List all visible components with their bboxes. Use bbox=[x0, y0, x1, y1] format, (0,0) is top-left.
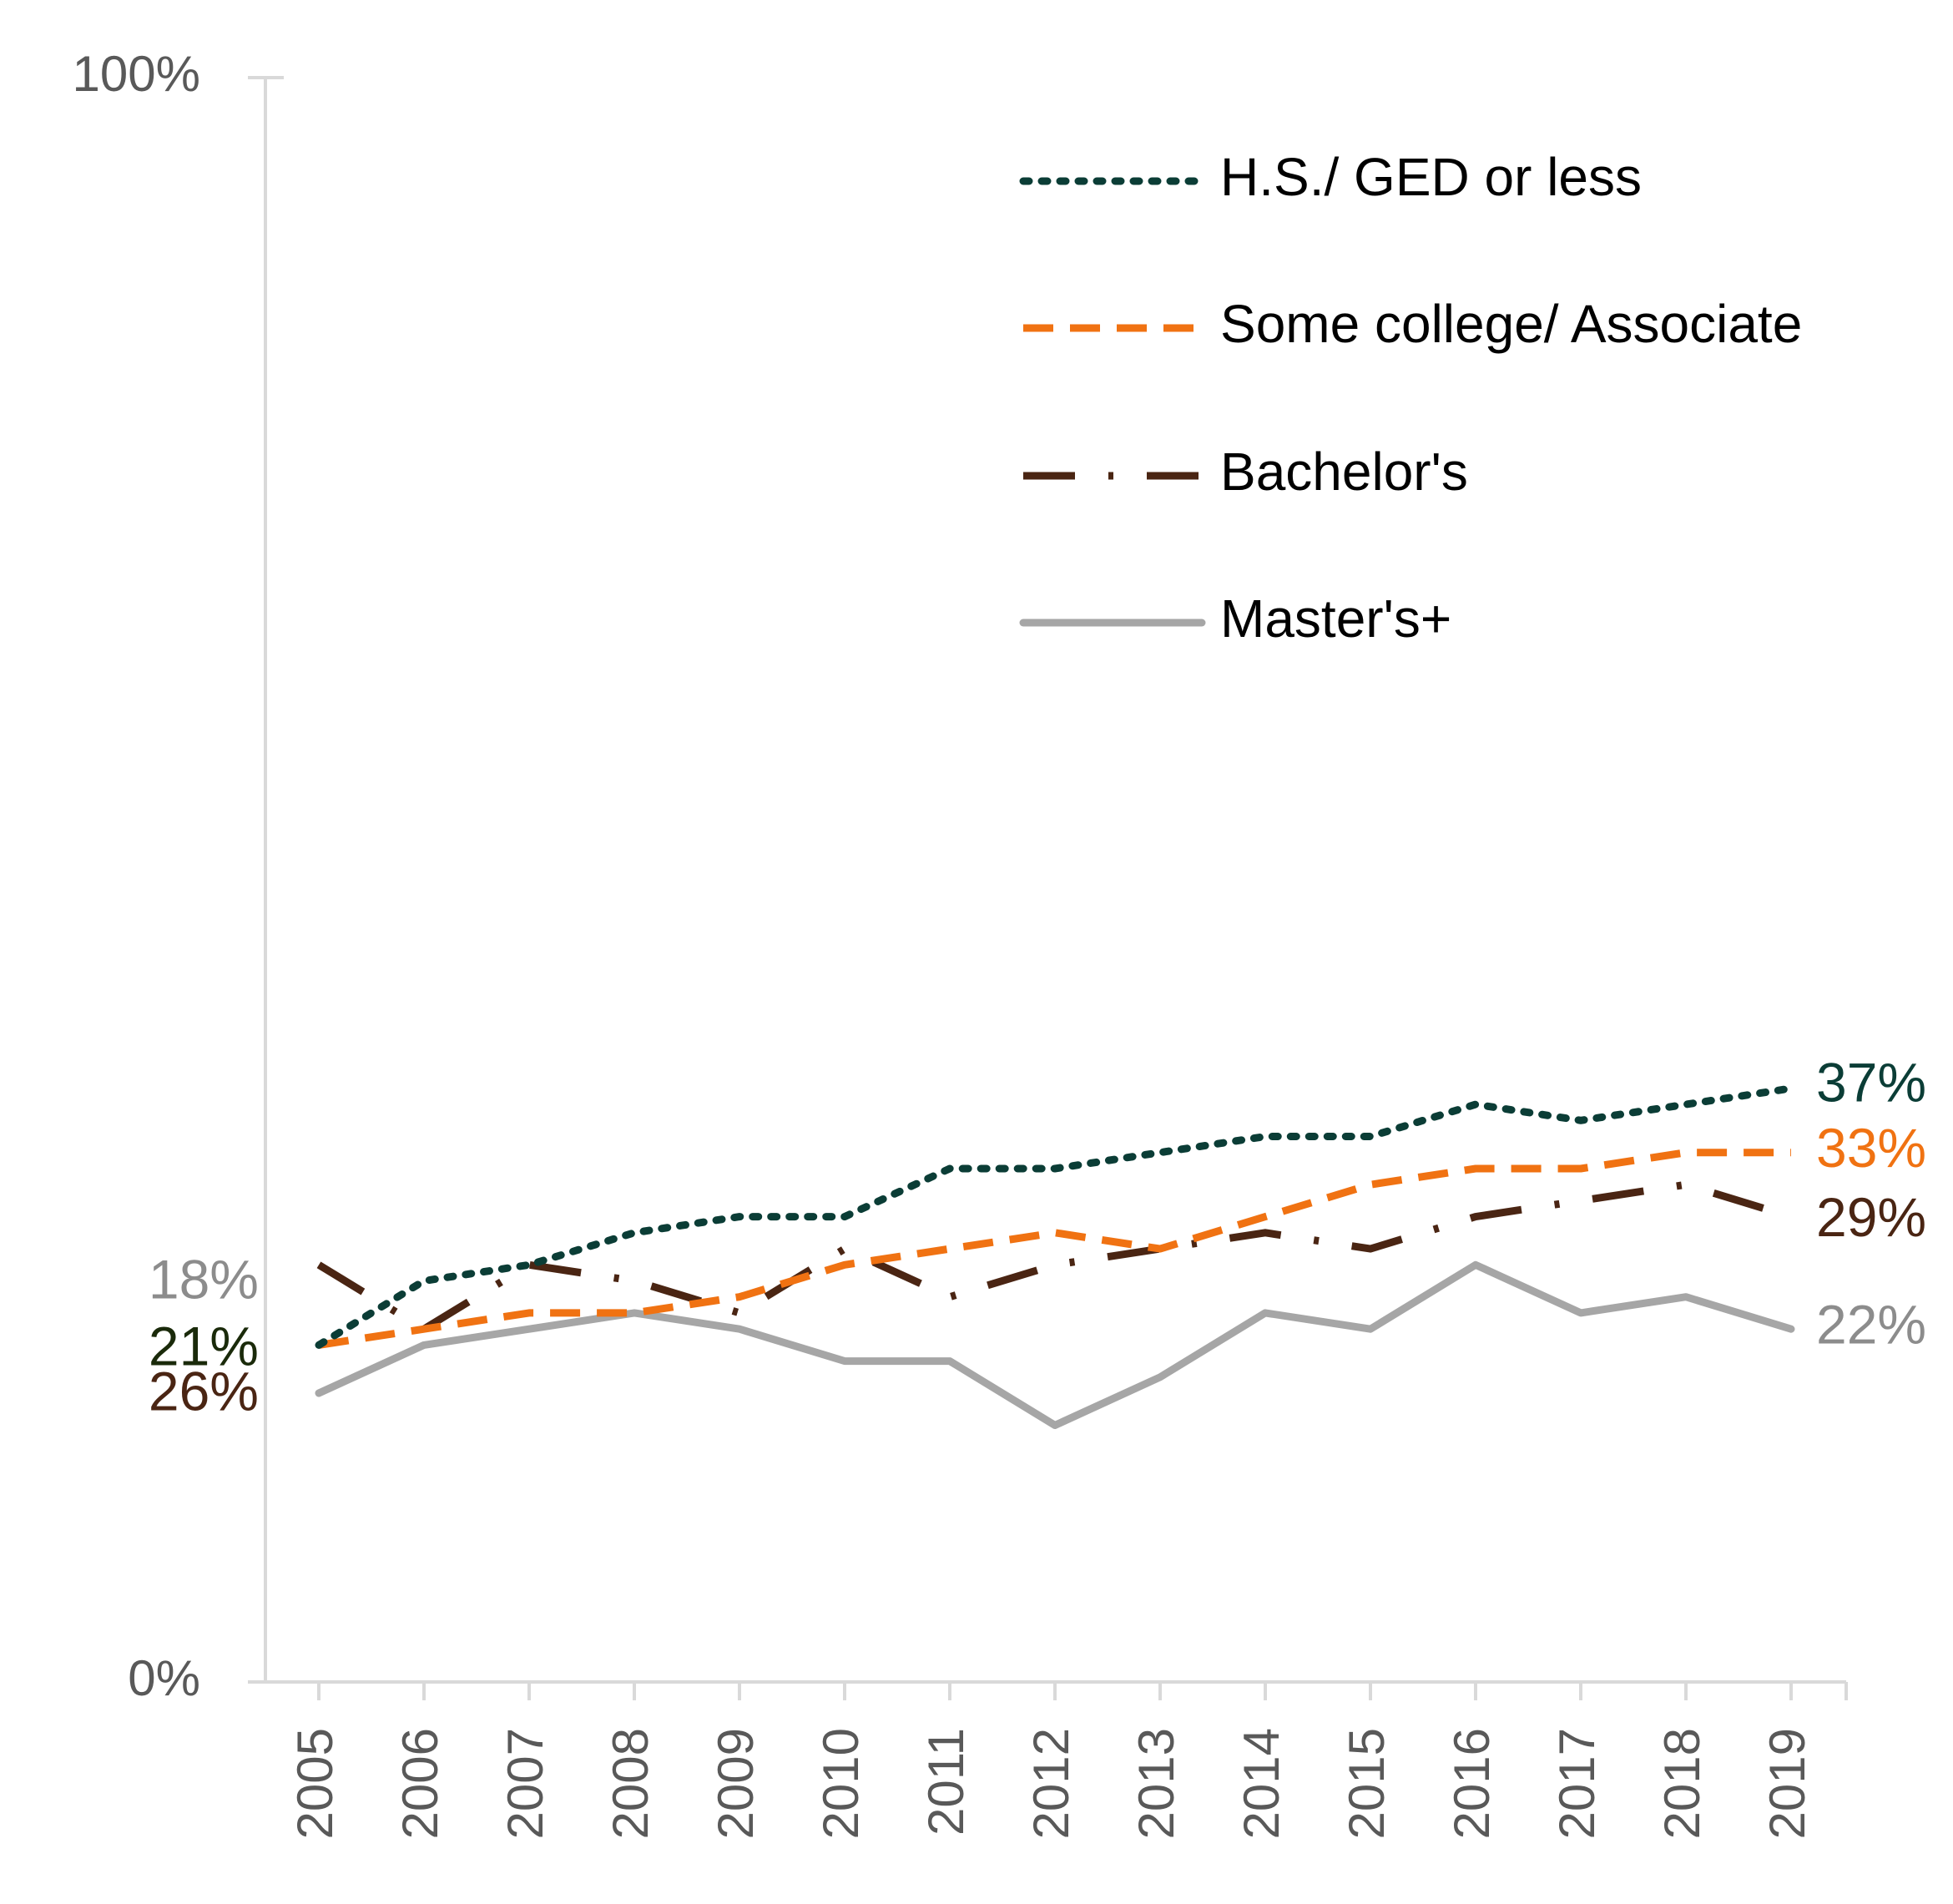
x-tick-labels: 2005 2006 2007 2008 2009 2010 2011 2012 2013 2014… bbox=[287, 1728, 1815, 1839]
legend-label-master-s: Master's+ bbox=[1220, 588, 1451, 649]
start-labels: 21%26% 18% bbox=[149, 1248, 259, 1422]
start-label-h-s-ged-or-less: 21% bbox=[149, 1315, 259, 1376]
legend-item-some-college-associate: Some college/ Associate bbox=[1023, 294, 1802, 354]
x-tick-label-2019: 2019 bbox=[1759, 1728, 1815, 1839]
y-tick-label-min: 0% bbox=[128, 1650, 200, 1706]
x-tick-label-2008: 2008 bbox=[603, 1728, 659, 1839]
x-tick-label-2018: 2018 bbox=[1654, 1728, 1710, 1839]
x-tick-label-2012: 2012 bbox=[1023, 1728, 1079, 1839]
end-label-h-s-ged-or-less: 37% bbox=[1816, 1051, 1926, 1113]
legend-item-master-s: Master's+ bbox=[1019, 588, 1451, 649]
x-tick-label-2011: 2011 bbox=[918, 1728, 974, 1836]
legend: H.S./ GED or less Some college/ Associate… bbox=[1019, 147, 1802, 649]
series-lines bbox=[315, 1084, 1795, 1429]
x-tick-label-2015: 2015 bbox=[1339, 1728, 1395, 1839]
legend-label-h-s-ged-or-less: H.S./ GED or less bbox=[1220, 147, 1642, 207]
end-label-some-college-associate: 33% bbox=[1816, 1117, 1926, 1179]
x-tick-label-2005: 2005 bbox=[287, 1728, 343, 1839]
end-label-master-s: 22% bbox=[1816, 1294, 1926, 1356]
x-tick-label-2006: 2006 bbox=[392, 1728, 448, 1839]
end-label-bachelor-s: 29% bbox=[1816, 1186, 1926, 1248]
x-tick-label-2016: 2016 bbox=[1444, 1728, 1500, 1839]
end-labels: 37%33% 29% 22% bbox=[1816, 1051, 1926, 1355]
x-tick-label-2013: 2013 bbox=[1128, 1728, 1184, 1839]
start-label-master-s: 18% bbox=[149, 1248, 259, 1310]
series-line-master-s bbox=[315, 1260, 1795, 1429]
x-ticks bbox=[317, 1682, 1848, 1700]
series-line-h-s-ged-or-less bbox=[315, 1084, 1795, 1349]
legend-label-some-college-associate: Some college/ Associate bbox=[1220, 294, 1802, 354]
series-line-bachelor-s bbox=[316, 1180, 1793, 1333]
x-tick-label-2009: 2009 bbox=[708, 1728, 764, 1839]
x-tick-label-2014: 2014 bbox=[1234, 1728, 1289, 1839]
y-tick-label-max: 100% bbox=[73, 46, 200, 102]
x-tick-label-2017: 2017 bbox=[1549, 1728, 1605, 1839]
legend-label-bachelor-s: Bachelor's bbox=[1220, 442, 1468, 502]
x-tick-label-2007: 2007 bbox=[497, 1728, 553, 1839]
legend-item-h-s-ged-or-less: H.S./ GED or less bbox=[1019, 147, 1642, 207]
x-tick-label-2010: 2010 bbox=[813, 1728, 869, 1839]
series-line-some-college-associate bbox=[318, 1149, 1791, 1349]
start-label-bachelor-s: 26% bbox=[149, 1360, 259, 1422]
legend-item-bachelor-s: Bachelor's bbox=[1023, 442, 1468, 502]
